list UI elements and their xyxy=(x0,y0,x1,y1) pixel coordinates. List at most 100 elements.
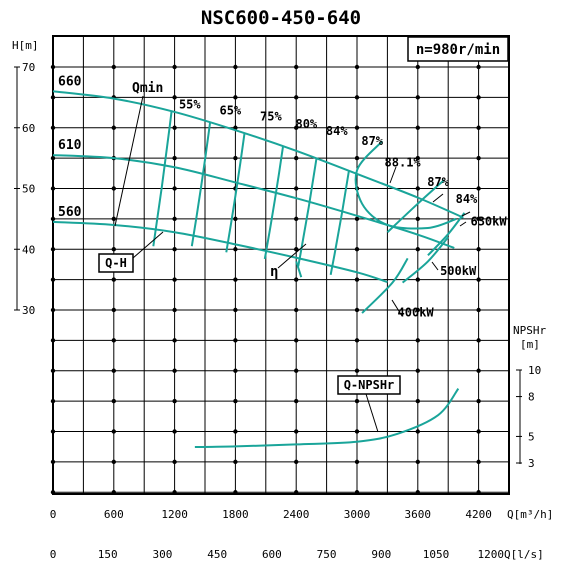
grid-dot xyxy=(415,338,420,343)
grid-dot xyxy=(476,64,481,70)
grid-dot xyxy=(354,155,360,161)
head-curve-660 xyxy=(52,90,464,219)
axis-right: NPSHr [m] 10 8 5 3 xyxy=(513,324,546,470)
grid-dot xyxy=(294,155,299,161)
grid-dot xyxy=(233,247,238,252)
y-tick-label-60: 60 xyxy=(22,122,35,135)
head-curve-610 xyxy=(52,154,455,249)
grid-dot xyxy=(354,277,360,282)
grid-dot xyxy=(354,247,360,252)
grid-dot xyxy=(415,277,420,282)
grid-dot xyxy=(415,216,420,222)
grid-dot xyxy=(233,459,238,465)
head-curve-label-560: 560 xyxy=(58,205,82,220)
x2-tick-label-750: 750 xyxy=(317,548,337,561)
grid-dot xyxy=(294,459,299,465)
head-curve-560 xyxy=(52,220,388,284)
grid-dot xyxy=(476,398,481,404)
grid-dot xyxy=(476,125,481,130)
grid-dot xyxy=(172,459,177,465)
grid-dot xyxy=(415,247,420,252)
grid-dot xyxy=(354,338,360,343)
grid-dot xyxy=(415,398,420,404)
eta-tail xyxy=(295,261,303,278)
grid-dot xyxy=(354,368,360,373)
grid-dot xyxy=(415,155,420,161)
efficiency-iso-0 xyxy=(152,111,173,247)
p630-leader xyxy=(459,221,467,227)
grid-dot xyxy=(294,186,299,191)
efficiency-label-7: 87% xyxy=(427,175,449,189)
x2-unit-label: Q[l/s] xyxy=(504,548,544,561)
grid-dot xyxy=(172,429,177,434)
grid-dot xyxy=(294,368,299,373)
grid-dot xyxy=(294,125,299,130)
x2-tick-label-300: 300 xyxy=(153,548,173,561)
grid-dot xyxy=(294,429,299,434)
eta-leader xyxy=(277,243,307,269)
grid-dot xyxy=(111,429,117,434)
x-tick-label-1800: 1800 xyxy=(222,508,249,521)
grid-dot xyxy=(354,216,360,222)
npsh-curve xyxy=(194,387,460,449)
eff84r-leader xyxy=(461,211,471,217)
grid-dot xyxy=(172,368,177,373)
grid-dot xyxy=(233,216,238,222)
axis-bottom: 0 600 1200 1800 2400 3000 3600 4200 Q[m³/h] 0 15… xyxy=(50,508,554,561)
y-tick-label-30: 30 xyxy=(22,304,35,317)
grid-dot xyxy=(294,277,299,282)
grid-dot xyxy=(354,95,360,100)
grid-dot xyxy=(172,277,177,282)
grid-dot xyxy=(476,155,481,161)
grid-dot xyxy=(233,277,238,282)
plot-frame xyxy=(52,35,510,495)
power-curve-630 xyxy=(427,212,466,257)
p500-leader xyxy=(431,261,439,271)
qh-box xyxy=(98,253,134,273)
grid-dot xyxy=(294,95,299,100)
grid-dot xyxy=(233,429,238,434)
grid-dot xyxy=(172,216,177,222)
grid-dot xyxy=(415,95,420,100)
efficiency-label-3: 80% xyxy=(295,117,317,131)
efficiency-iso-1 xyxy=(190,122,212,247)
grid-dot xyxy=(172,398,177,404)
grid-dot xyxy=(354,459,360,465)
grid-dot xyxy=(233,64,238,70)
grid-dot xyxy=(233,155,238,161)
grid-dot xyxy=(294,398,299,404)
x-tick-label-4200: 4200 xyxy=(465,508,492,521)
npsh-tick-label-5: 5 xyxy=(528,430,535,443)
y-tick-label-50: 50 xyxy=(22,183,35,196)
efficiency-label-4: 84% xyxy=(326,124,348,138)
power-label-500kW: 500kW xyxy=(440,264,477,278)
x2-tick-label-1050: 1050 xyxy=(423,548,450,561)
npsh-box xyxy=(337,375,401,395)
grid-dot xyxy=(233,398,238,404)
grid-dot xyxy=(111,64,117,70)
grid-dot xyxy=(172,338,177,343)
npsh-leader xyxy=(365,393,379,433)
grid-dot xyxy=(111,398,117,404)
grid-dot xyxy=(476,429,481,434)
npsh-unit-label: NPSHr xyxy=(513,324,546,337)
grid-dot xyxy=(415,307,420,313)
y-tick-label-40: 40 xyxy=(22,243,35,256)
grid-dot xyxy=(172,247,177,252)
qmin-leader xyxy=(114,95,144,227)
efficiency-iso-87 xyxy=(386,179,445,233)
eta-label: η xyxy=(270,264,278,280)
grid-dot xyxy=(476,186,481,191)
x2-tick-label-0: 0 xyxy=(50,548,57,561)
grid-dot xyxy=(476,216,481,222)
y-tick-label-70: 70 xyxy=(22,61,35,74)
grid-dot xyxy=(415,368,420,373)
qmin-label: Qmin xyxy=(132,81,163,96)
grid-dot xyxy=(476,247,481,252)
x-unit-label: Q[m³/h] xyxy=(507,508,553,521)
x2-tick-label-600: 600 xyxy=(262,548,282,561)
grid-dot xyxy=(111,125,117,130)
grid-dot xyxy=(172,95,177,100)
x-tick-label-2400: 2400 xyxy=(283,508,310,521)
